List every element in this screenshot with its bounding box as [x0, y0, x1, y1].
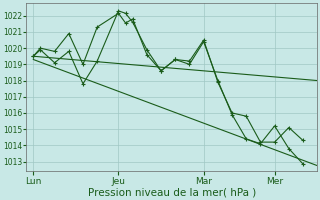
- X-axis label: Pression niveau de la mer( hPa ): Pression niveau de la mer( hPa ): [88, 187, 256, 197]
